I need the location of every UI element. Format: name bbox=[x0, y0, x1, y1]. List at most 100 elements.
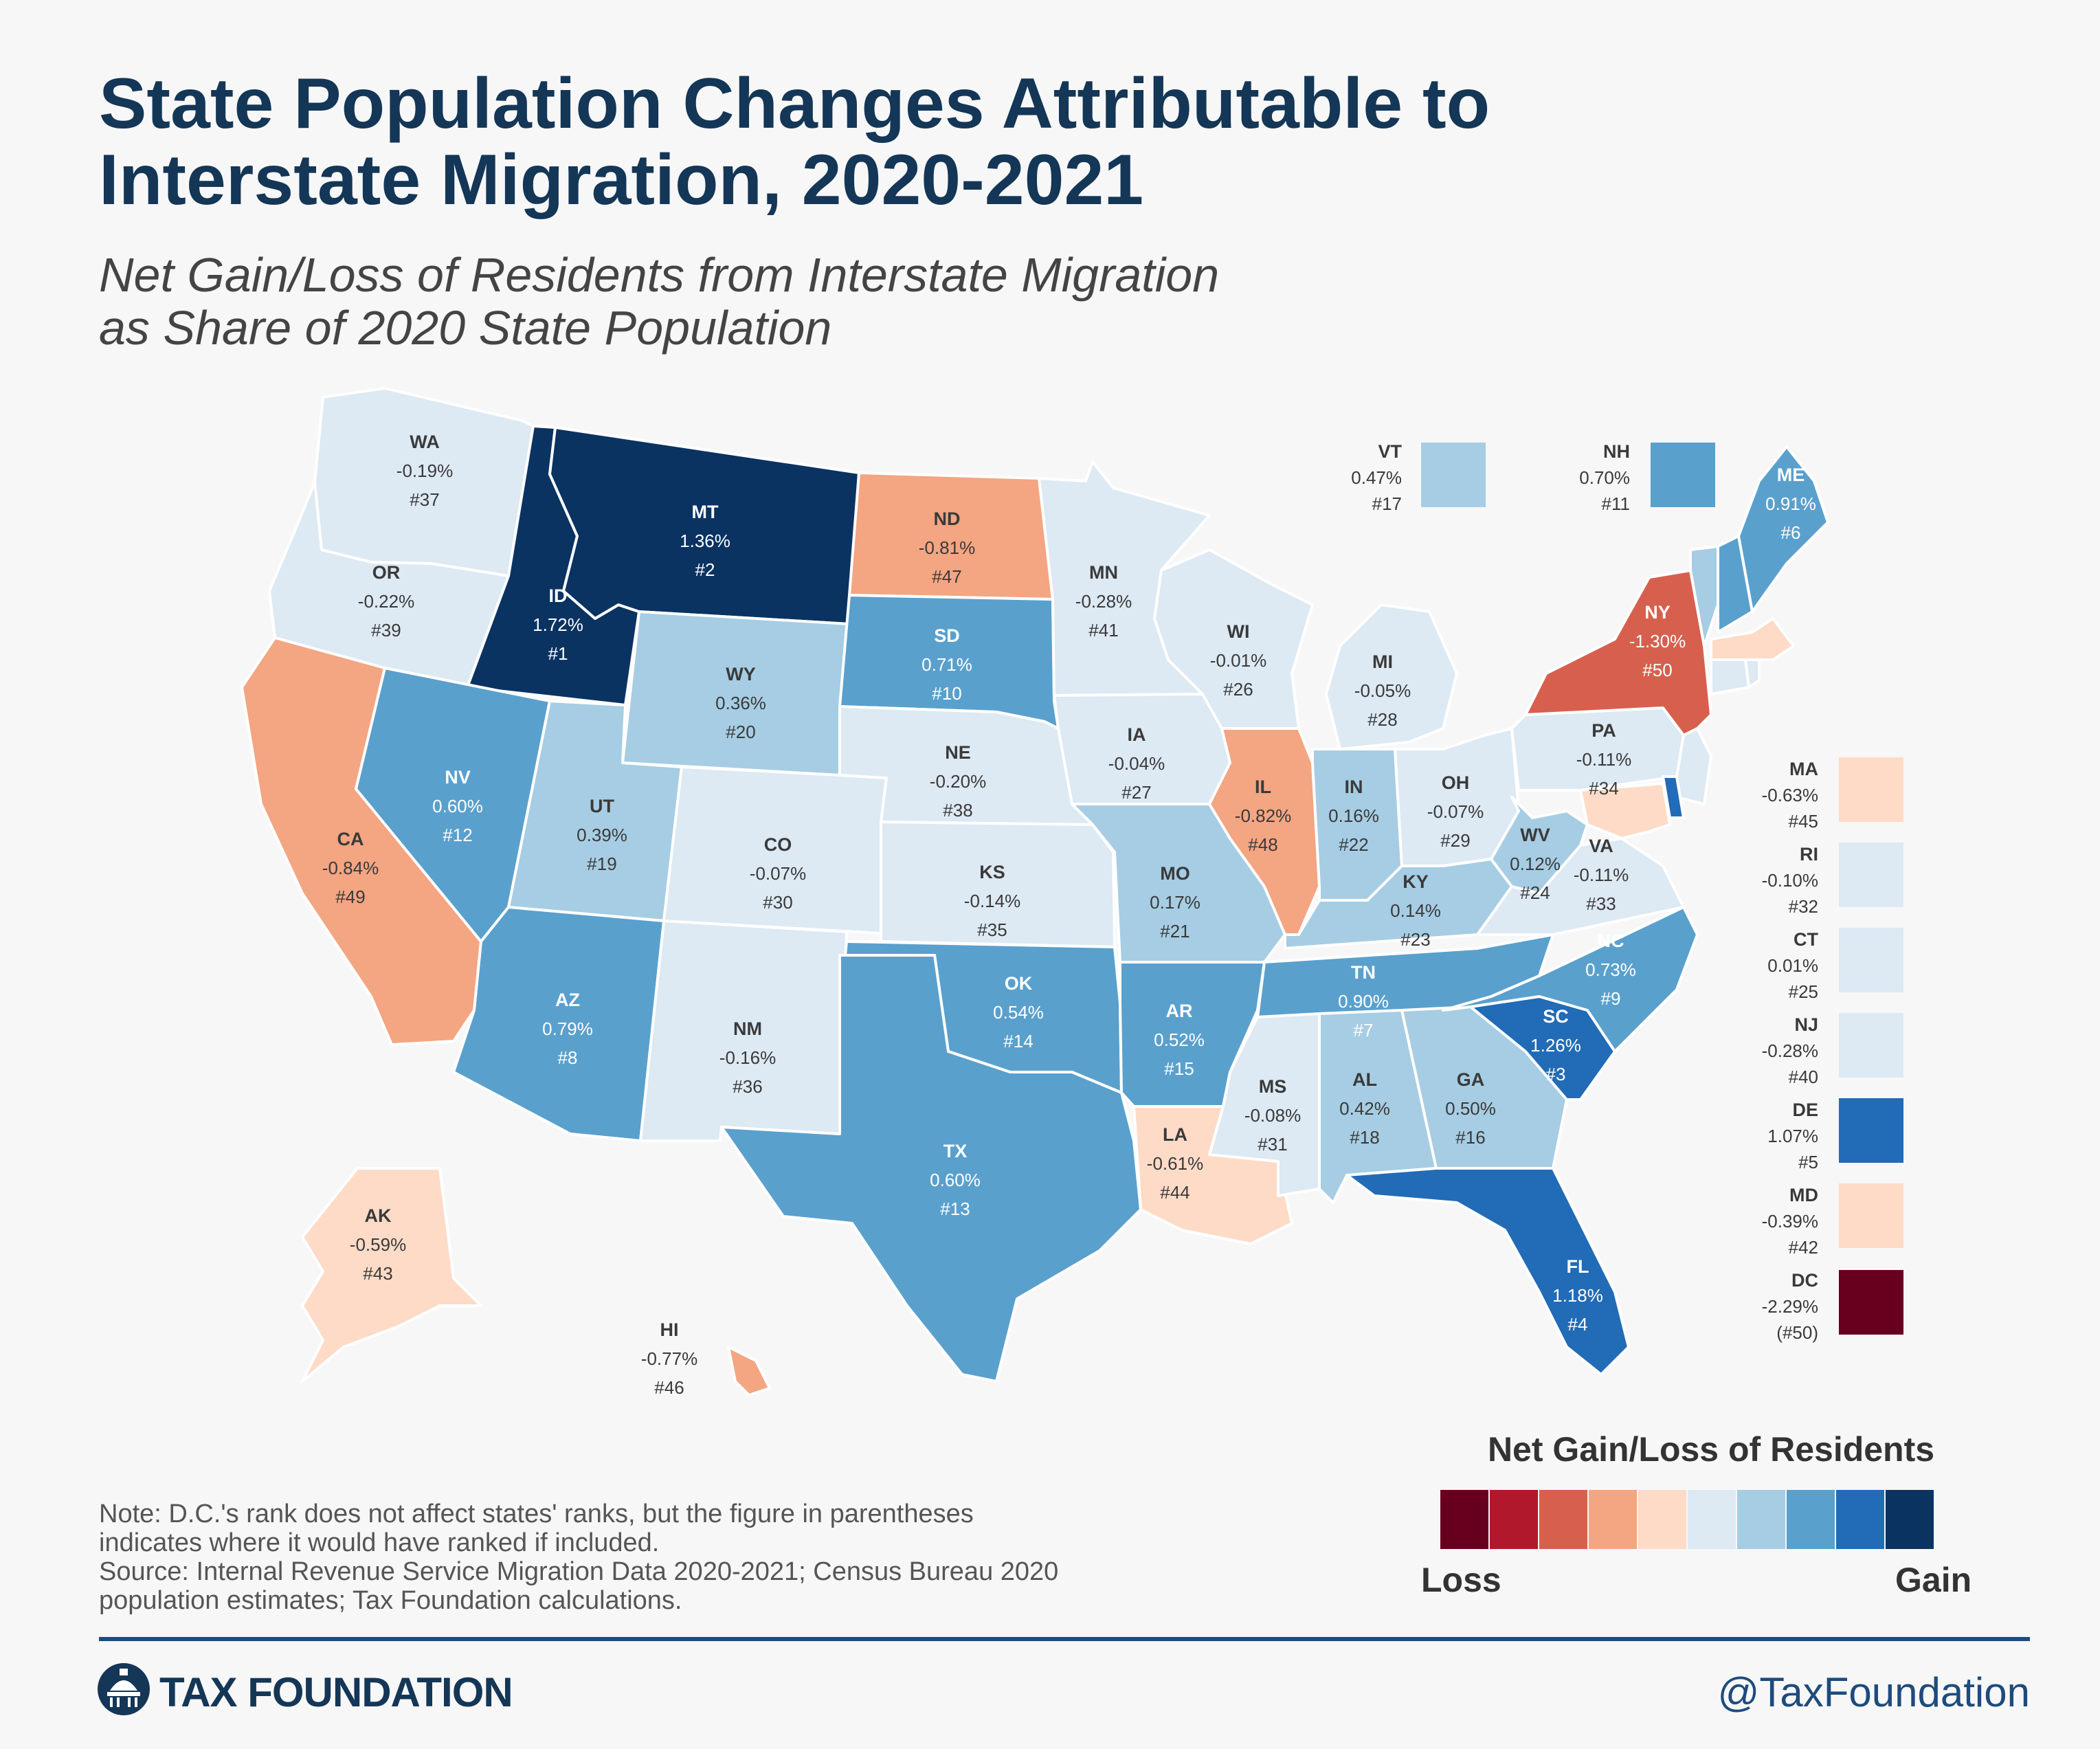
legend-swatch-9 bbox=[1836, 1490, 1884, 1549]
label-IA: IA -0.04% #27 bbox=[1108, 724, 1165, 803]
legend-high-label: Gain bbox=[1895, 1561, 1972, 1599]
label-SD: SD 0.71% #10 bbox=[921, 625, 972, 704]
legend-swatch-7 bbox=[1737, 1490, 1785, 1549]
label-IN: IN 0.16% #22 bbox=[1328, 777, 1379, 855]
state-HI[interactable] bbox=[727, 1346, 771, 1396]
state-MI[interactable] bbox=[1325, 603, 1458, 750]
label-ME: ME 0.91% #6 bbox=[1765, 465, 1816, 543]
legend-swatch-2 bbox=[1490, 1490, 1538, 1549]
swatch-NJ bbox=[1839, 1013, 1903, 1078]
label-SC: SC 1.26% #3 bbox=[1530, 1006, 1581, 1084]
callout-DE: DE 1.07% #5 bbox=[1767, 1100, 1818, 1172]
swatch-CT bbox=[1839, 928, 1903, 992]
state-NJ[interactable] bbox=[1675, 727, 1712, 805]
callout-VT: VT 0.47% #17 bbox=[1351, 441, 1402, 514]
state-NH[interactable] bbox=[1717, 535, 1754, 634]
title-line-1: State Population Changes Attributable to bbox=[99, 64, 1490, 144]
label-KS: KS -0.14% #35 bbox=[963, 862, 1021, 940]
callout-MA: MA -0.63% #45 bbox=[1761, 759, 1818, 832]
label-AZ: AZ 0.79% #8 bbox=[542, 990, 593, 1068]
source-note: Note: D.C.'s rank does not affect states… bbox=[99, 1500, 1212, 1615]
label-OK: OK 0.54% #14 bbox=[993, 973, 1044, 1051]
state-KY[interactable] bbox=[1284, 858, 1513, 950]
legend-swatch-6 bbox=[1688, 1490, 1736, 1549]
note-line-2: indicates where it would have ranked if … bbox=[99, 1528, 660, 1557]
legend-swatch-8 bbox=[1787, 1490, 1835, 1549]
swatch-MD bbox=[1839, 1183, 1903, 1248]
label-OR: OR -0.22% #39 bbox=[357, 562, 415, 640]
label-UT: UT 0.39% #19 bbox=[577, 796, 627, 874]
legend-swatch-4 bbox=[1589, 1490, 1637, 1549]
label-MN: MN -0.28% #41 bbox=[1075, 562, 1132, 640]
callout-DC: DC -2.29% (#50) bbox=[1761, 1270, 1818, 1343]
label-PA: PA -0.11% #34 bbox=[1576, 720, 1632, 799]
state-FL[interactable] bbox=[1345, 1167, 1630, 1376]
state-VT[interactable] bbox=[1689, 545, 1719, 647]
state-ME[interactable] bbox=[1737, 445, 1829, 613]
capitol-dome-icon bbox=[98, 1663, 150, 1715]
label-ID: ID 1.72% #1 bbox=[533, 586, 583, 664]
label-NM: NM -0.16% #36 bbox=[719, 1018, 777, 1097]
label-FL: FL 1.18% #4 bbox=[1552, 1256, 1603, 1335]
label-AR: AR 0.52% #15 bbox=[1154, 1001, 1205, 1079]
label-IL: IL -0.82% #48 bbox=[1234, 777, 1292, 855]
state-RI[interactable] bbox=[1744, 658, 1761, 689]
state-AK[interactable] bbox=[301, 1167, 482, 1383]
legend-color-scale bbox=[1440, 1490, 1935, 1552]
state-MD[interactable] bbox=[1579, 782, 1671, 840]
label-LA: LA -0.61% #44 bbox=[1146, 1124, 1204, 1203]
subtitle-line-1: Net Gain/Loss of Residents from Intersta… bbox=[99, 248, 1220, 302]
social-handle: @TaxFoundation bbox=[1717, 1669, 2030, 1715]
label-VA: VA -0.11% #33 bbox=[1573, 836, 1629, 914]
callout-NH: NH 0.70% #11 bbox=[1579, 441, 1630, 514]
label-KY: KY 0.14% #23 bbox=[1390, 871, 1441, 950]
swatch-RI bbox=[1839, 843, 1903, 907]
state-TX[interactable] bbox=[720, 954, 1142, 1383]
swatch-MA bbox=[1839, 757, 1903, 822]
label-MO: MO 0.17% #21 bbox=[1150, 863, 1200, 942]
label-HI: HI -0.77% #46 bbox=[640, 1319, 698, 1398]
label-AL: AL 0.42% #18 bbox=[1339, 1069, 1390, 1148]
legend-swatch-10 bbox=[1886, 1490, 1934, 1549]
state-KS[interactable] bbox=[880, 821, 1116, 948]
label-GA: GA 0.50% #16 bbox=[1445, 1069, 1496, 1148]
label-WI: WI -0.01% #26 bbox=[1209, 621, 1267, 700]
label-OH: OH -0.07% #29 bbox=[1427, 772, 1484, 851]
label-WV: WV 0.12% #24 bbox=[1510, 825, 1561, 903]
label-AK: AK -0.59% #43 bbox=[349, 1205, 407, 1284]
note-line-4: population estimates; Tax Foundation cal… bbox=[99, 1586, 682, 1615]
label-ND: ND -0.81% #47 bbox=[918, 509, 976, 587]
state-WV[interactable] bbox=[1490, 796, 1589, 895]
label-WY: WY 0.36% #20 bbox=[715, 664, 766, 742]
label-CA: CA -0.84% #49 bbox=[322, 829, 379, 907]
callout-MD: MD -0.39% #42 bbox=[1761, 1185, 1818, 1258]
legend-swatch-5 bbox=[1638, 1490, 1686, 1549]
subtitle: Net Gain/Loss of Residents from Intersta… bbox=[99, 249, 1748, 355]
legend-low-label: Loss bbox=[1421, 1561, 1501, 1599]
legend-swatch-1 bbox=[1440, 1490, 1488, 1549]
label-NE: NE -0.20% #38 bbox=[929, 742, 987, 821]
callout-RI: RI -0.10% #32 bbox=[1761, 844, 1818, 917]
subtitle-line-2: as Share of 2020 State Population bbox=[99, 301, 832, 355]
swatch-DE bbox=[1839, 1098, 1903, 1163]
swatch-NH bbox=[1651, 443, 1715, 507]
label-MS: MS -0.08% #31 bbox=[1244, 1076, 1302, 1155]
state-CT[interactable] bbox=[1710, 658, 1750, 695]
state-NC[interactable] bbox=[1442, 906, 1699, 1053]
label-MT: MT 1.36% #2 bbox=[680, 502, 730, 580]
swatch-VT bbox=[1421, 443, 1486, 507]
note-line-1: Note: D.C.'s rank does not affect states… bbox=[99, 1500, 974, 1528]
footer-divider bbox=[99, 1637, 2030, 1641]
label-MI: MI -0.05% #28 bbox=[1354, 651, 1411, 730]
label-TN: TN 0.90% #7 bbox=[1338, 962, 1389, 1040]
label-CO: CO -0.07% #30 bbox=[749, 834, 807, 913]
title-line-2: Interstate Migration, 2020-2021 bbox=[99, 140, 1144, 221]
label-TX: TX 0.60% #13 bbox=[930, 1141, 981, 1219]
page-title: State Population Changes Attributable to… bbox=[99, 64, 1954, 221]
callout-CT: CT 0.01% #25 bbox=[1767, 929, 1818, 1002]
label-NY: NY -1.30% #50 bbox=[1629, 602, 1686, 680]
brand-logo-text: TAX FOUNDATION bbox=[159, 1669, 513, 1715]
swatch-DC bbox=[1839, 1270, 1903, 1335]
label-NC: NC 0.73% #9 bbox=[1585, 931, 1636, 1009]
